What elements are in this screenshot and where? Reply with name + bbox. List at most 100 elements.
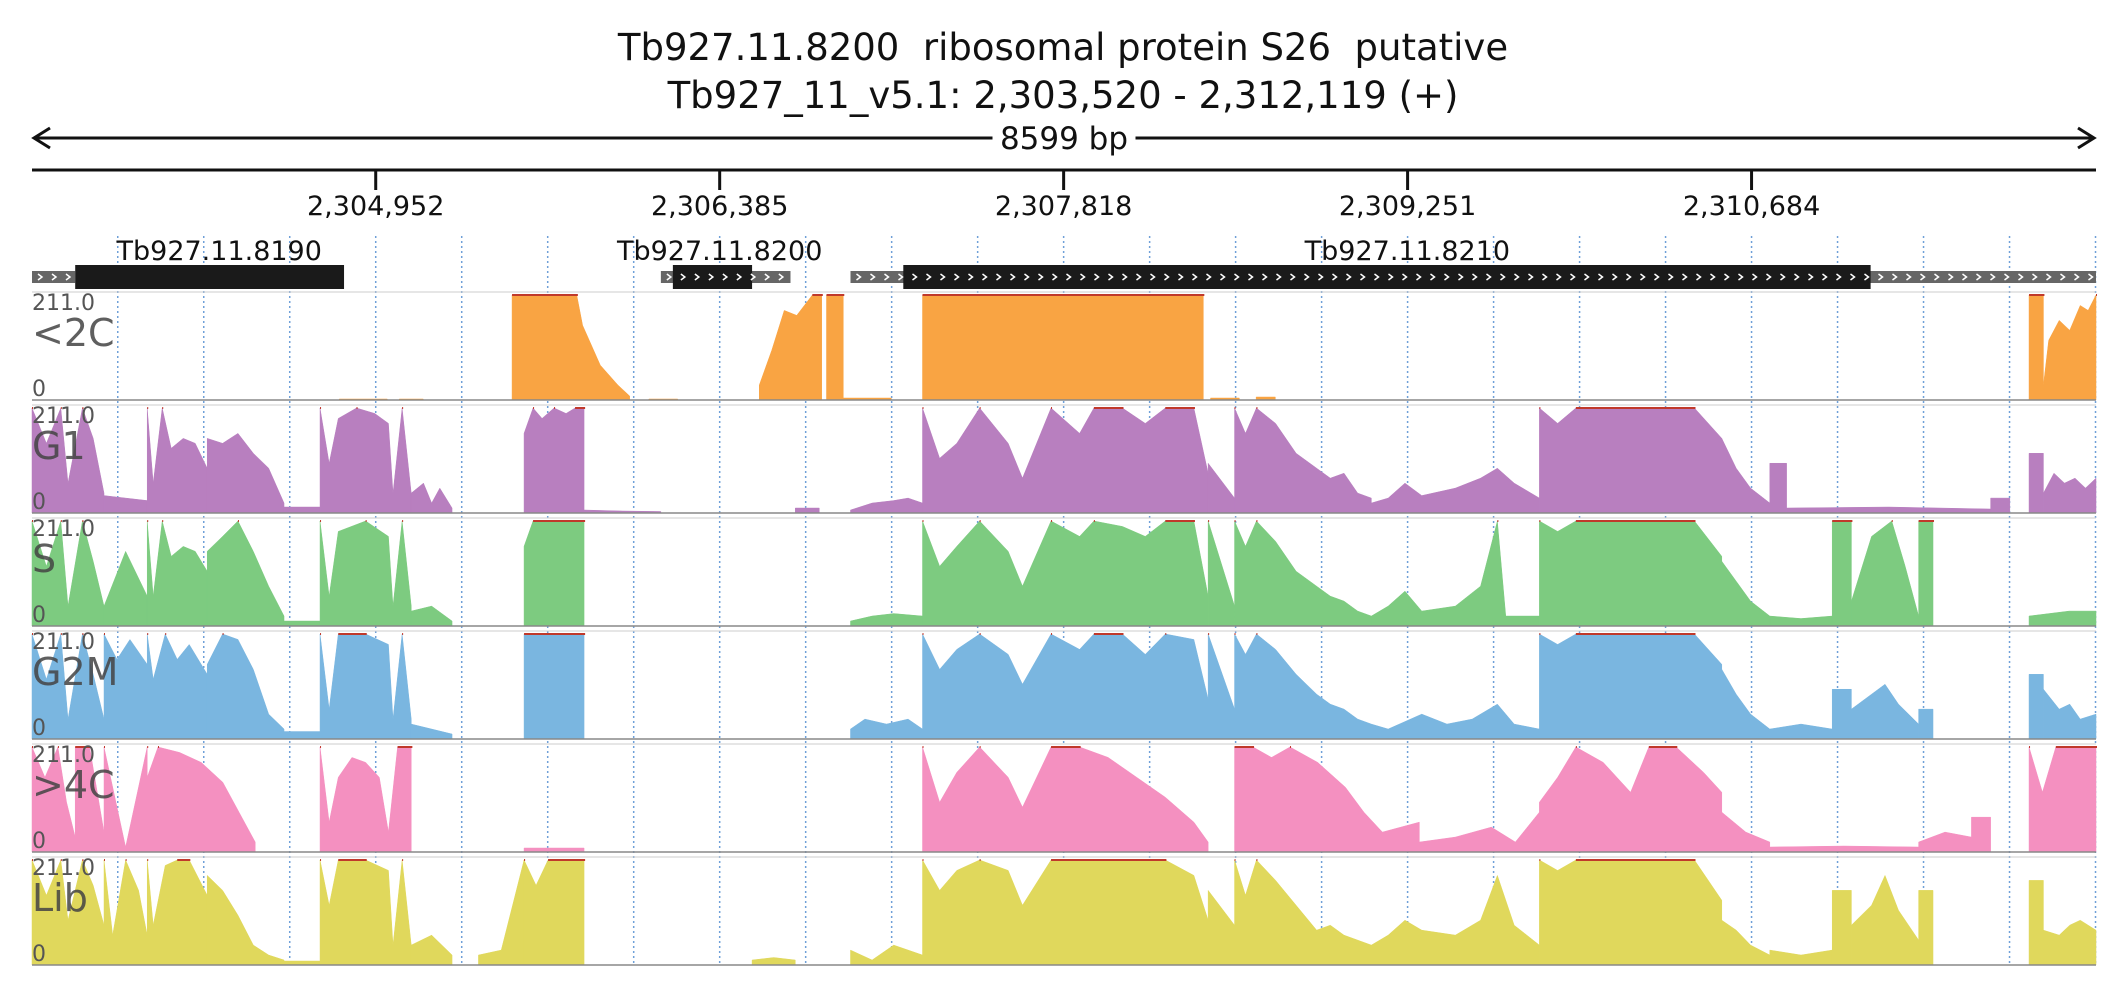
track-max-label: 211.0 (32, 404, 95, 429)
coverage-area (2028, 880, 2044, 966)
track-name-label: Lib (32, 876, 88, 920)
coverage-area (410, 934, 453, 966)
coverage-area (1234, 633, 1372, 740)
strand-arrow (2060, 273, 2066, 281)
track-max-label: 211.0 (32, 630, 95, 655)
plot-title: Tb927.11.8200 ribosomal protein S26 puta… (617, 26, 1509, 69)
track-min-label: 0 (32, 829, 46, 854)
coverage-area (2043, 472, 2097, 514)
strand-arrow (1528, 273, 1534, 281)
coverage-area (1851, 874, 1919, 966)
strand-arrow (2088, 273, 2094, 281)
strand-arrow (1738, 273, 1744, 281)
strand-arrow (1570, 273, 1576, 281)
coverage-area (319, 746, 412, 853)
track-min-label: 0 (32, 490, 46, 515)
coverage-area (1721, 919, 1771, 966)
strand-arrow (1052, 273, 1058, 281)
strand-arrow (694, 273, 701, 281)
track-max-label: 211.0 (32, 743, 95, 768)
track-name-label: <2C (32, 311, 115, 355)
coverage-area (850, 613, 923, 627)
coverage-area (478, 859, 525, 966)
coverage-area (146, 633, 208, 740)
strand-arrow (2074, 273, 2080, 281)
strand-arrow (982, 273, 988, 281)
coverage-track: 211.0 0 >4C (31, 743, 2097, 854)
coverage-area (1831, 520, 1852, 627)
strand-arrow (1332, 273, 1338, 281)
coverage-area (922, 294, 1204, 401)
coverage-area (410, 482, 453, 514)
strand-arrow (912, 273, 918, 281)
strand-arrow (1654, 273, 1660, 281)
track-min-label: 0 (32, 942, 46, 967)
coverage-area (1207, 633, 1235, 740)
coverage-area (1539, 520, 1723, 627)
coverage-area (523, 520, 585, 627)
coverage-area (1234, 859, 1372, 966)
coverage-tracks: 211.00<2C211.00G1211.00S211.00G2M211.00>… (31, 291, 2097, 967)
coverage-area (319, 859, 412, 966)
strand-arrow (1640, 273, 1646, 281)
strand-arrow (1444, 273, 1450, 281)
coverage-area (1234, 520, 1372, 627)
strand-arrow (1206, 273, 1212, 281)
coverage-area (850, 718, 923, 740)
coverage-area (410, 723, 453, 740)
strand-arrow (1430, 273, 1436, 281)
track-min-label: 0 (32, 377, 46, 402)
strand-arrow (1150, 273, 1156, 281)
strand-arrow (1360, 273, 1366, 281)
strand-arrow (1934, 273, 1940, 281)
coverage-area (850, 497, 923, 514)
coverage-area (103, 495, 148, 514)
coverage-area (1769, 615, 1833, 627)
coverage-area (1769, 949, 1833, 966)
coverage-area (1539, 633, 1723, 740)
strand-arrow (1248, 273, 1254, 281)
coverage-area (922, 859, 1209, 966)
coverage-area (206, 520, 285, 627)
strand-arrow (65, 273, 72, 281)
strand-arrow (1836, 273, 1842, 281)
strand-arrow (736, 273, 743, 281)
strand-arrow (1220, 273, 1226, 281)
strand-arrow (1766, 273, 1772, 281)
coverage-area (206, 874, 285, 966)
coverage-area (759, 294, 822, 401)
span-arrow-right (2077, 126, 2097, 150)
strand-arrow (2032, 273, 2038, 281)
strand-arrow (1598, 273, 1604, 281)
coverage-area (523, 633, 585, 740)
track-min-label: 0 (32, 716, 46, 741)
coordinate-ruler: 2,304,952 2,306,385 2,307,818 2,309,251 2,31… (32, 168, 2096, 222)
strand-arrow (954, 273, 960, 281)
strand-arrow (1864, 273, 1870, 281)
coverage-area (511, 294, 630, 401)
coverage-area (2028, 453, 2044, 514)
strand-arrow (1920, 273, 1926, 281)
strand-arrow (1668, 273, 1674, 281)
strand-arrow (1752, 273, 1758, 281)
coverage-area (1721, 811, 1771, 853)
strand-arrow (884, 273, 890, 281)
coverage-area (319, 520, 412, 627)
strand-arrow (1290, 273, 1296, 281)
coverage-area (1234, 407, 1372, 514)
strand-arrow (1472, 273, 1478, 281)
coverage-area (1851, 683, 1919, 740)
coverage-area (922, 746, 1209, 853)
coverage-area (523, 407, 585, 514)
coverage-track: 211.0 0 G2M (31, 630, 2097, 741)
strand-arrow (1080, 273, 1086, 281)
strand-arrow (1584, 273, 1590, 281)
coverage-area (1721, 438, 1771, 514)
coverage-area (1721, 668, 1771, 740)
strand-arrow (1542, 273, 1548, 281)
coverage-area (1371, 520, 1540, 627)
coverage-area (1851, 520, 1919, 627)
strand-arrow (1780, 273, 1786, 281)
strand-arrow (1416, 273, 1422, 281)
coverage-area (850, 944, 923, 966)
